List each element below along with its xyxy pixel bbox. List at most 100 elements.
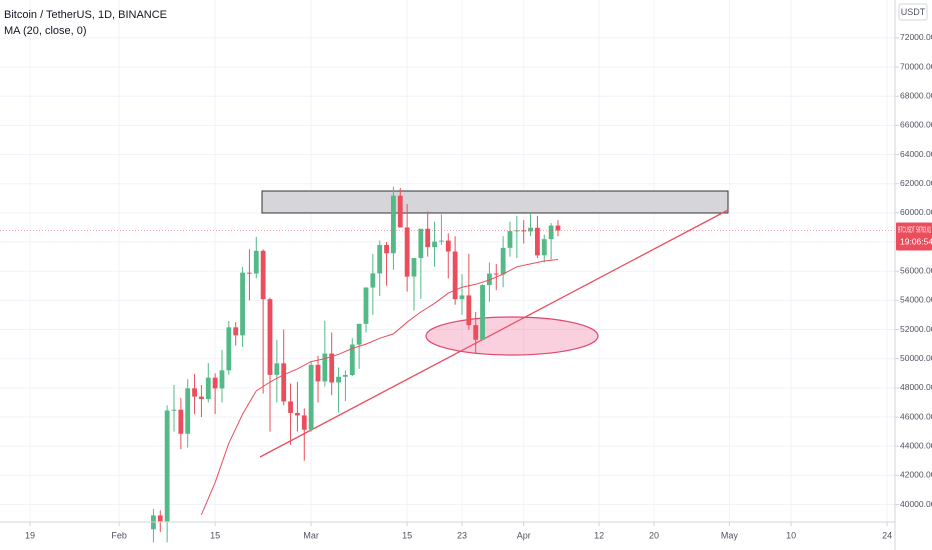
moving-average-line <box>200 259 559 515</box>
candle-body <box>329 353 335 383</box>
candle-body <box>356 323 362 345</box>
candle-body <box>452 251 458 300</box>
candle-body <box>247 272 252 274</box>
candle-body <box>370 273 376 288</box>
candle-body <box>274 363 280 375</box>
candle-body <box>507 231 513 248</box>
candle-body <box>384 244 389 254</box>
candle-body <box>226 327 232 371</box>
candle-body <box>466 295 472 326</box>
y-tick-label: 56000.00 <box>900 265 932 275</box>
candle-body <box>219 370 225 389</box>
series <box>0 186 895 543</box>
x-tick-label: 24 <box>882 530 892 540</box>
y-tick-label: 72000.00 <box>900 32 932 42</box>
y-tick-label: 42000.00 <box>900 470 932 480</box>
countdown: 19:06:54 <box>900 237 932 247</box>
candle-body <box>301 415 307 430</box>
y-tick-label: 68000.00 <box>900 90 932 100</box>
candle-body <box>555 225 561 231</box>
candle-body <box>295 412 300 416</box>
last-price-symbol: BTCUSDT <box>898 226 915 235</box>
candle-body <box>322 353 328 382</box>
y-tick-label: 44000.00 <box>900 440 932 450</box>
candle-body <box>432 241 437 248</box>
candle-body <box>349 344 355 376</box>
candle-body <box>439 240 444 242</box>
trendline <box>259 209 729 458</box>
candle-body <box>480 285 485 340</box>
x-tick-label: May <box>721 530 739 540</box>
y-tick-label: 54000.00 <box>900 295 932 305</box>
candle-body <box>185 388 191 434</box>
candle-body <box>315 364 321 382</box>
candle-body <box>493 273 499 275</box>
candle-body <box>487 273 492 286</box>
currency-button-label[interactable]: USDT <box>901 7 926 17</box>
candle-body <box>363 287 369 324</box>
candle-body <box>391 195 396 254</box>
x-tick-label: Apr <box>517 530 531 540</box>
x-tick-label: 15 <box>210 530 220 540</box>
x-tick-label: 20 <box>649 530 659 540</box>
chart-title: Bitcoin / TetherUS, 1D, BINANCE <box>4 9 167 21</box>
y-tick-label: 48000.00 <box>900 382 932 392</box>
candle-body <box>521 230 527 232</box>
candle-body <box>473 325 479 340</box>
highlight-ellipse <box>425 316 599 356</box>
y-tick-label: 40000.00 <box>900 499 932 509</box>
x-tick-label: Feb <box>111 530 127 540</box>
y-tick-label: 70000.00 <box>900 61 932 71</box>
y-tick-label: 46000.00 <box>900 411 932 421</box>
candle-body <box>288 401 293 413</box>
candle-body <box>459 295 465 300</box>
axes: 40000.00 42000.00 44000.00 46000.00 48000.00… <box>25 32 932 540</box>
candle-body <box>528 227 533 232</box>
indicator-label: MA (20, close, 0) <box>4 25 87 37</box>
candle-body <box>425 228 431 248</box>
y-tick-label: 52000.00 <box>900 324 932 334</box>
y-tick-label: 64000.00 <box>900 149 932 159</box>
candle-body <box>397 195 403 228</box>
candle-body <box>192 388 197 397</box>
x-tick-label: 12 <box>594 530 604 540</box>
candle-body <box>377 244 383 274</box>
x-tick-label: 23 <box>457 530 467 540</box>
candle-body <box>418 228 424 259</box>
grid <box>0 0 895 522</box>
candle-body <box>535 227 540 256</box>
y-tick-label: 62000.00 <box>900 178 932 188</box>
last-price-value: 58793.61 <box>916 226 931 235</box>
candle-body <box>178 409 184 434</box>
candle-body <box>267 299 273 375</box>
candle-body <box>343 375 348 377</box>
candle-body <box>164 410 170 522</box>
candle-body <box>445 240 451 252</box>
candle-body <box>199 396 204 400</box>
candle-body <box>240 272 245 336</box>
last-price-label: BTCUSDT58793.61 <box>898 226 931 235</box>
candle-body <box>157 515 163 522</box>
last-price-box <box>896 222 932 251</box>
y-tick-label: 66000.00 <box>900 120 932 130</box>
x-tick-label: 10 <box>786 530 796 540</box>
candle-body <box>253 250 259 274</box>
currency-button[interactable] <box>898 3 928 21</box>
candle-body <box>212 377 218 389</box>
candle-body <box>260 250 266 300</box>
candle-body <box>500 247 506 275</box>
candle-body <box>541 239 547 256</box>
candle-body <box>404 227 410 277</box>
resistance-box <box>261 190 729 214</box>
y-tick-label: 60000.00 <box>900 207 932 217</box>
x-tick-label: 15 <box>402 530 412 540</box>
candle-body <box>336 376 341 383</box>
candle-body <box>171 409 177 411</box>
candle-body <box>205 377 211 400</box>
y-tick-label: 50000.00 <box>900 353 932 363</box>
x-tick-label: 19 <box>25 530 35 540</box>
candle-body <box>233 327 239 336</box>
candle-body <box>514 230 520 232</box>
